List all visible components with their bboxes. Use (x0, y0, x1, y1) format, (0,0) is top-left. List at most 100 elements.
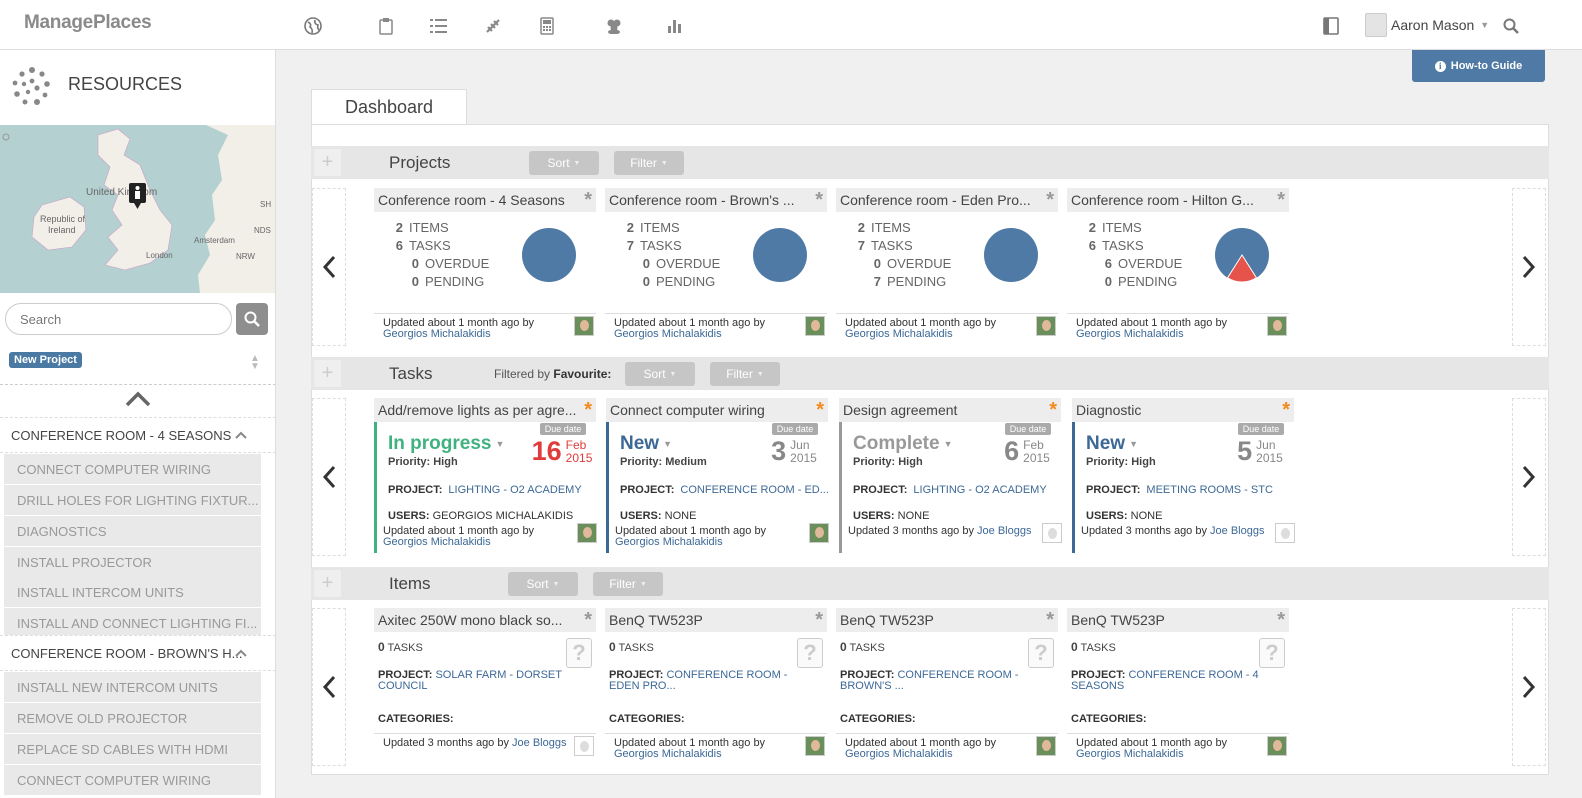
user-link[interactable]: Georgios Michalakidis (614, 328, 722, 340)
user-avatar[interactable] (1267, 316, 1287, 336)
star-icon[interactable]: * (815, 609, 823, 631)
sidebar-group-browns[interactable]: CONFERENCE ROOM - BROWN'S H... (0, 635, 275, 671)
add-project-button[interactable]: + (314, 149, 341, 176)
item-card-title[interactable]: BenQ TW523P * (605, 608, 827, 632)
star-icon[interactable]: * (1277, 609, 1285, 631)
user-avatar[interactable] (1267, 736, 1287, 756)
project-card[interactable]: Conference room - Hilton G... * 2 ITEMS 6 TAS… (1067, 188, 1289, 343)
tasks-filter-button[interactable]: Filter ▼ (710, 362, 780, 386)
item-card[interactable]: Axitec 250W mono black so... * 0 TASKS? PRO… (374, 608, 596, 763)
tasks-prev-button[interactable] (312, 398, 346, 556)
sidebar-task-item[interactable]: CONNECT COMPUTER WIRING (4, 454, 261, 484)
project-link[interactable]: MEETING ROOMS - STC (1146, 484, 1273, 496)
item-card[interactable]: BenQ TW523P * 0 TASKS? PROJECT: CONFERENCE … (836, 608, 1058, 763)
tasks-next-button[interactable] (1512, 398, 1546, 556)
task-card-title[interactable]: Connect computer wiring * (606, 398, 828, 422)
user-link[interactable]: Georgios Michalakidis (615, 536, 723, 548)
notebook-icon[interactable] (1321, 16, 1341, 36)
sidebar-task-item[interactable]: INSTALL INTERCOM UNITS (4, 577, 261, 607)
item-card[interactable]: BenQ TW523P * 0 TASKS? PROJECT: CONFERENCE … (1067, 608, 1289, 763)
sidebar-task-item[interactable]: INSTALL PROJECTOR (4, 547, 261, 577)
sidebar-task-item[interactable]: DRILL HOLES FOR LIGHTING FIXTUR... (4, 485, 261, 515)
project-card-title[interactable]: Conference room - Eden Pro... * (836, 188, 1058, 212)
new-project-button[interactable]: New Project (9, 352, 82, 368)
add-task-button[interactable]: + (314, 360, 341, 387)
task-status-dropdown[interactable]: New ▼ (1086, 433, 1138, 455)
tasks-sort-button[interactable]: Sort ▼ (625, 362, 695, 386)
sidebar-group-4-seasons[interactable]: CONFERENCE ROOM - 4 SEASONS (0, 417, 275, 453)
user-link[interactable]: Georgios Michalakidis (383, 328, 491, 340)
item-card[interactable]: BenQ TW523P * 0 TASKS? PROJECT: CONFERENCE … (605, 608, 827, 763)
user-link[interactable]: Georgios Michalakidis (1076, 748, 1184, 760)
star-icon[interactable]: * (1277, 189, 1285, 211)
projects-sort-button[interactable]: Sort ▼ (529, 151, 599, 175)
user-avatar[interactable] (805, 316, 825, 336)
task-card[interactable]: Connect computer wiring * New ▼ Priority: Me… (606, 398, 829, 553)
project-card[interactable]: Conference room - 4 Seasons * 2 ITEMS 6 TASKS… (374, 188, 596, 343)
task-status-dropdown[interactable]: New ▼ (620, 433, 672, 455)
task-status-dropdown[interactable]: Complete ▼ (853, 433, 953, 455)
task-card[interactable]: Diagnostic * New ▼ Priority: High Due date 5 Ju… (1072, 398, 1295, 553)
project-link[interactable]: CONFERENCE ROOM - EDEN PRO... (609, 669, 788, 692)
project-link[interactable]: CONFERENCE ROOM - BROWN'S ... (840, 669, 1019, 692)
items-prev-button[interactable] (312, 608, 346, 766)
favourite-star-icon[interactable]: * (1049, 399, 1057, 421)
project-link[interactable]: SOLAR FARM - DORSET COUNCIL (378, 669, 562, 692)
user-avatar[interactable] (1036, 736, 1056, 756)
user-link[interactable]: Georgios Michalakidis (383, 536, 491, 548)
app-logo[interactable]: ManagePlaces (24, 12, 152, 33)
projects-next-button[interactable] (1512, 188, 1546, 346)
sidebar-task-item[interactable]: DIAGNOSTICS (4, 516, 261, 546)
user-avatar[interactable] (1042, 523, 1062, 543)
project-link[interactable]: CONFERENCE ROOM - 4 SEASONS (1071, 669, 1259, 692)
sidebar-task-item[interactable]: REPLACE SD CABLES WITH HDMI (4, 734, 261, 764)
favourite-star-icon[interactable]: * (816, 399, 824, 421)
user-avatar[interactable] (577, 523, 597, 543)
user-avatar[interactable] (1036, 316, 1056, 336)
star-icon[interactable]: * (815, 189, 823, 211)
item-card-title[interactable]: BenQ TW523P * (836, 608, 1058, 632)
search-button[interactable] (236, 303, 268, 335)
user-link[interactable]: Joe Bloggs (1210, 525, 1265, 537)
project-link[interactable]: LIGHTING - O2 ACADEMY (913, 484, 1047, 496)
item-card-title[interactable]: Axitec 250W mono black so... * (374, 608, 596, 632)
user-avatar[interactable] (809, 523, 829, 543)
user-link[interactable]: Georgios Michalakidis (845, 328, 953, 340)
user-menu[interactable]: Aaron Mason ▼ (1365, 13, 1489, 37)
project-card[interactable]: Conference room - Brown's ... * 2 ITEMS 7 TAS… (605, 188, 827, 343)
task-card[interactable]: Design agreement * Complete ▼ Priority: High… (839, 398, 1062, 553)
sidebar-task-item[interactable]: INSTALL NEW INTERCOM UNITS (4, 672, 261, 702)
task-status-dropdown[interactable]: In progress ▼ (388, 433, 504, 455)
search-icon[interactable] (1501, 16, 1521, 36)
sidebar-task-item[interactable]: INSTALL AND CONNECT LIGHTING FI... (4, 608, 261, 638)
resources-map[interactable]: United Kingdom Republic of Ireland Londo… (0, 125, 275, 293)
search-input[interactable]: Search (5, 303, 232, 335)
add-item-button[interactable]: + (314, 570, 341, 597)
sort-arrows-icon[interactable]: ▲ ▼ (250, 353, 260, 372)
clipboard-icon[interactable] (376, 16, 396, 36)
checklist-icon[interactable] (429, 16, 449, 36)
calculator-icon[interactable] (537, 16, 557, 36)
project-card[interactable]: Conference room - Eden Pro... * 2 ITEMS 7 TAS… (836, 188, 1058, 343)
favourite-star-icon[interactable]: * (584, 399, 592, 421)
star-icon[interactable]: * (1046, 609, 1054, 631)
project-card-title[interactable]: Conference room - Brown's ... * (605, 188, 827, 212)
how-to-guide-button[interactable]: i How-to Guide (1412, 50, 1545, 82)
items-next-button[interactable] (1512, 608, 1546, 766)
projects-prev-button[interactable] (312, 188, 346, 346)
projects-filter-button[interactable]: Filter ▼ (614, 151, 684, 175)
user-avatar[interactable] (805, 736, 825, 756)
map-pin-icon[interactable] (129, 183, 146, 209)
task-card-title[interactable]: Add/remove lights as per agre... * (374, 398, 596, 422)
user-link[interactable]: Joe Bloggs (512, 737, 567, 749)
user-link[interactable]: Joe Bloggs (977, 525, 1032, 537)
project-card-title[interactable]: Conference room - Hilton G... * (1067, 188, 1289, 212)
collapse-up-icon[interactable] (125, 391, 151, 412)
project-link[interactable]: CONFERENCE ROOM - ED... (680, 484, 829, 496)
globe-icon[interactable] (303, 16, 323, 36)
user-link[interactable]: Georgios Michalakidis (1076, 328, 1184, 340)
star-icon[interactable]: * (1046, 189, 1054, 211)
user-avatar[interactable] (574, 736, 594, 756)
project-link[interactable]: LIGHTING - O2 ACADEMY (448, 484, 582, 496)
sidebar-task-item[interactable]: REMOVE OLD PROJECTOR (4, 703, 261, 733)
